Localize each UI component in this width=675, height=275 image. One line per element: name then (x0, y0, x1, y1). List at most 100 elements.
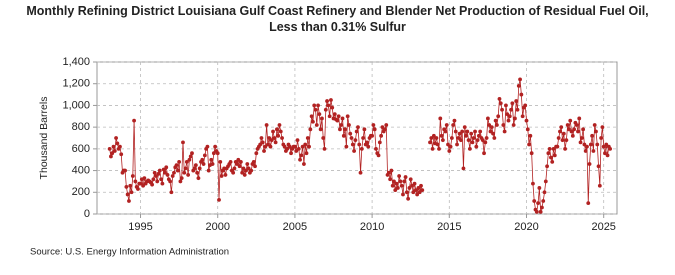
data-point (240, 170, 245, 175)
data-point (357, 142, 362, 147)
data-point (608, 146, 613, 151)
data-point (394, 181, 399, 186)
data-point (510, 101, 515, 106)
data-point (473, 129, 477, 134)
data-point (119, 152, 124, 157)
data-point (361, 136, 366, 140)
y-tick-label: 600 (72, 143, 90, 155)
data-point (110, 151, 115, 156)
data-point (585, 144, 589, 149)
data-point (429, 136, 434, 140)
data-point (567, 127, 571, 132)
data-point (123, 168, 127, 173)
data-point (537, 186, 542, 190)
data-point (377, 140, 382, 145)
data-point (241, 166, 246, 171)
data-point (493, 118, 498, 123)
data-point (362, 127, 367, 132)
data-point (574, 123, 579, 127)
data-point (413, 188, 418, 193)
data-point (164, 165, 169, 170)
data-point (156, 171, 161, 176)
data-point (451, 123, 456, 127)
data-point (417, 190, 422, 195)
data-point (201, 162, 206, 166)
data-point (483, 140, 488, 145)
data-point (114, 136, 118, 140)
data-point (157, 168, 162, 173)
data-point (307, 144, 311, 149)
data-point (511, 123, 516, 127)
y-tick-label: 1,000 (62, 99, 90, 111)
data-point (402, 179, 407, 184)
data-point (370, 133, 375, 138)
data-point (366, 144, 371, 149)
data-point (388, 177, 393, 182)
data-point (160, 181, 165, 186)
data-point (444, 123, 449, 127)
data-point (163, 170, 167, 175)
data-point (603, 151, 607, 156)
data-point (209, 157, 214, 162)
data-point (186, 173, 191, 177)
data-point (343, 127, 347, 132)
data-point (339, 123, 344, 127)
data-point (235, 162, 239, 166)
data-point (142, 176, 147, 181)
data-point (534, 209, 539, 214)
data-point (300, 144, 305, 149)
data-point (415, 192, 420, 197)
data-point (179, 176, 184, 181)
data-point (215, 151, 220, 156)
data-point (253, 164, 257, 169)
data-point (141, 183, 145, 188)
data-point (506, 118, 511, 123)
data-point (515, 107, 520, 112)
data-point (487, 123, 492, 127)
data-point (350, 142, 355, 147)
data-point (474, 144, 479, 149)
data-point (302, 162, 306, 166)
data-point (320, 116, 324, 121)
data-point (264, 123, 269, 127)
data-point (471, 136, 476, 140)
data-point (258, 142, 263, 147)
data-point (541, 199, 546, 203)
data-point (217, 197, 221, 202)
data-point (262, 149, 266, 153)
data-point (295, 138, 300, 143)
data-point (133, 179, 138, 184)
data-point (495, 123, 499, 127)
data-point (308, 127, 313, 132)
data-point (190, 151, 194, 156)
data-point (348, 131, 353, 136)
data-point (431, 133, 436, 138)
y-tick-label: 0 (84, 208, 90, 220)
data-point (434, 136, 439, 140)
data-point (590, 133, 595, 138)
data-point (407, 186, 412, 190)
data-point (440, 138, 445, 143)
data-point (285, 146, 290, 151)
data-point (287, 144, 292, 149)
data-point (543, 179, 548, 184)
source: Source: U.S. Energy Information Administ… (30, 247, 229, 258)
data-point (496, 114, 501, 119)
data-point (384, 123, 389, 127)
data-point (527, 142, 531, 147)
y-tick-label: 1,200 (62, 78, 90, 90)
data-point (399, 183, 404, 188)
data-point (237, 164, 242, 169)
x-tick-label: 2025 (591, 221, 615, 233)
data-point (576, 129, 580, 134)
data-point (480, 138, 485, 143)
data-point (299, 153, 304, 158)
data-point (174, 163, 179, 168)
data-point (196, 176, 201, 181)
data-point (298, 157, 302, 162)
data-point (267, 136, 272, 140)
data-point (540, 205, 544, 210)
data-point (596, 164, 601, 169)
data-point (219, 174, 224, 178)
